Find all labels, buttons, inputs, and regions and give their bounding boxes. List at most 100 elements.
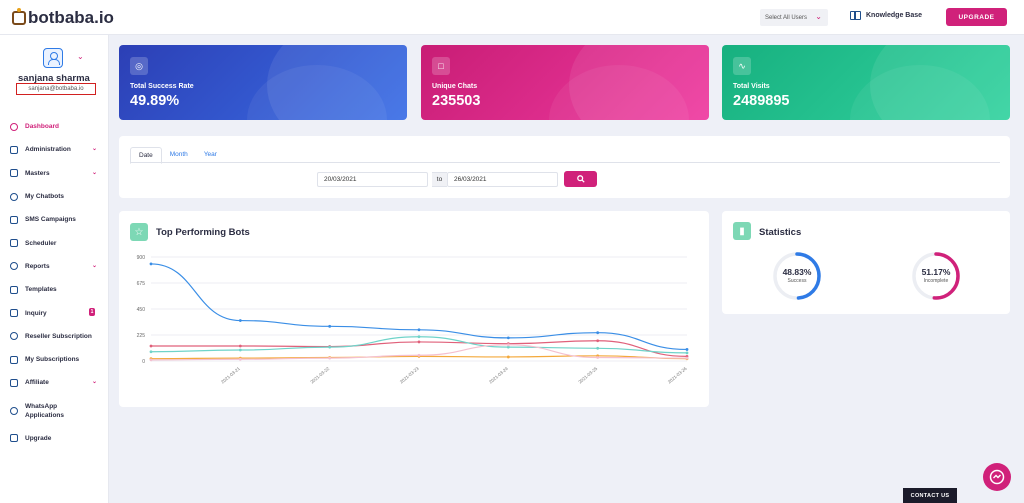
user-email: sanjana@botbaba.io	[16, 83, 96, 95]
chevron-down-icon: ⌄	[815, 12, 822, 21]
data-point	[506, 336, 510, 340]
knowledge-base-link[interactable]: Knowledge Base	[850, 11, 922, 20]
x-tick-label: 2021-03-25	[577, 366, 598, 385]
data-point	[149, 358, 153, 362]
y-tick-label: 0	[142, 359, 145, 365]
sidebar-item-label: Scheduler	[25, 239, 57, 247]
bar-chart-icon: ▮	[733, 222, 751, 240]
user-menu-chevron-icon[interactable]: ⌄	[77, 52, 84, 61]
sidebar-item-sms-campaigns[interactable]: SMS Campaigns	[0, 208, 109, 231]
x-tick-label: 2021-03-23	[399, 366, 420, 385]
data-point	[596, 331, 600, 335]
card-label: Unique Chats	[432, 83, 478, 90]
incomplete-ring: 51.17% Incomplete	[911, 251, 961, 301]
data-point	[417, 328, 421, 332]
chevron-down-icon: ⌄	[91, 379, 97, 386]
upgrade-button[interactable]: UPGRADE	[946, 8, 1007, 26]
sidebar-item-dashboard[interactable]: Dashboard	[0, 115, 109, 138]
sidebar-item-label: Reports	[25, 262, 50, 270]
sidebar-item-affiliate[interactable]: Affiliate ⌄	[0, 371, 109, 394]
activity-icon: ∿	[733, 57, 751, 75]
sidebar-item-label: Inquiry	[25, 309, 47, 317]
select-users-dropdown[interactable]: Select All Users ⌄	[760, 9, 828, 26]
card-label: Total Visits	[733, 83, 770, 90]
success-label: Success	[787, 278, 807, 284]
avatar[interactable]	[43, 48, 63, 68]
data-point	[328, 324, 332, 328]
message-icon: □	[432, 57, 450, 75]
data-point	[238, 357, 242, 361]
sidebar-item-label: Upgrade	[25, 434, 52, 442]
database-icon	[10, 169, 18, 178]
to-label: to	[432, 172, 447, 187]
data-point	[149, 262, 153, 266]
data-point	[596, 356, 600, 359]
incomplete-label: Incomplete	[923, 278, 949, 284]
sidebar-item-label: My Chatbots	[25, 193, 64, 201]
sidebar-item-whatsapp-applications[interactable]: WhatsApp Applications	[0, 395, 109, 427]
data-point	[506, 343, 510, 347]
unique-chats-card: □ Unique Chats 235503	[421, 45, 709, 120]
data-point	[596, 346, 600, 350]
sidebar-item-label: Masters	[25, 169, 50, 177]
sidebar-item-label: WhatsApp Applications	[25, 402, 65, 419]
filter-tabs: Date Month Year	[130, 147, 225, 164]
top-bots-chart: 0 225 450 675 900 2021-03-21 2021-03-22 2021-03…	[137, 255, 689, 385]
data-point	[596, 339, 600, 343]
data-point	[328, 345, 332, 349]
to-date-input[interactable]: 26/03/2021	[447, 172, 558, 187]
phone-icon	[10, 215, 18, 224]
series-line	[150, 336, 688, 354]
sidebar-item-my-subscriptions[interactable]: My Subscriptions	[0, 348, 109, 371]
data-point	[506, 355, 510, 359]
y-tick-label: 225	[137, 333, 146, 339]
whatsapp-icon	[10, 406, 18, 415]
data-point	[328, 356, 332, 360]
sidebar-item-upgrade[interactable]: Upgrade	[0, 427, 109, 450]
total-visits-card: ∿ Total Visits 2489895	[722, 45, 1010, 120]
chat-widget-button[interactable]	[983, 463, 1011, 491]
sidebar-item-administration[interactable]: Administration ⌄	[0, 138, 109, 161]
from-date-input[interactable]: 20/03/2021	[317, 172, 428, 187]
sidebar-item-my-chatbots[interactable]: My Chatbots	[0, 185, 109, 208]
data-point	[506, 345, 510, 349]
inquiry-badge: 1	[89, 308, 95, 317]
tab-month[interactable]: Month	[169, 151, 188, 158]
contact-us-button[interactable]: CONTACT US	[903, 488, 957, 503]
data-point	[149, 350, 153, 354]
calendar-icon	[10, 239, 18, 248]
user-name: sanjana sharma	[18, 73, 90, 84]
chat-icon	[10, 192, 18, 201]
success-value: 48.83%	[782, 267, 812, 277]
data-point	[685, 348, 689, 351]
tab-year[interactable]: Year	[203, 151, 217, 158]
brand-name: botbaba.io	[28, 8, 114, 27]
sidebar-item-inquiry[interactable]: Inquiry 1	[0, 301, 109, 324]
gear-icon	[10, 145, 18, 154]
ring-progress	[773, 252, 821, 300]
sidebar-item-label: Reseller Subscription	[25, 332, 92, 340]
y-tick-label: 450	[137, 307, 146, 313]
sidebar-item-templates[interactable]: Templates	[0, 278, 109, 301]
sidebar-item-scheduler[interactable]: Scheduler	[0, 231, 109, 254]
sidebar-item-reseller-subscription[interactable]: Reseller Subscription	[0, 325, 109, 348]
sidebar-item-masters[interactable]: Masters ⌄	[0, 162, 109, 185]
x-tick-label: 2021-03-22	[309, 366, 330, 385]
brand-logo[interactable]: botbaba.io	[12, 8, 114, 28]
sidebar-item-reports[interactable]: Reports ⌄	[0, 255, 109, 278]
search-button[interactable]	[564, 171, 597, 187]
date-filter-panel: Date Month Year 20/03/2021 to 26/03/2021	[119, 136, 1010, 198]
x-tick-label: 2021-03-24	[488, 366, 509, 385]
data-point	[685, 351, 689, 355]
success-rate-card: ◎ Total Success Rate 49.89%	[119, 45, 407, 120]
refresh-icon	[10, 332, 18, 341]
data-point	[238, 348, 242, 352]
data-point	[685, 356, 689, 360]
knowledge-base-label: Knowledge Base	[866, 12, 923, 19]
success-ring: 48.83% Success	[772, 251, 822, 301]
star-icon: ☆	[130, 223, 148, 241]
card-label: Total Success Rate	[130, 83, 194, 90]
tab-date[interactable]: Date	[130, 147, 162, 164]
data-point	[417, 340, 421, 344]
statistics-title: Statistics	[759, 227, 802, 238]
